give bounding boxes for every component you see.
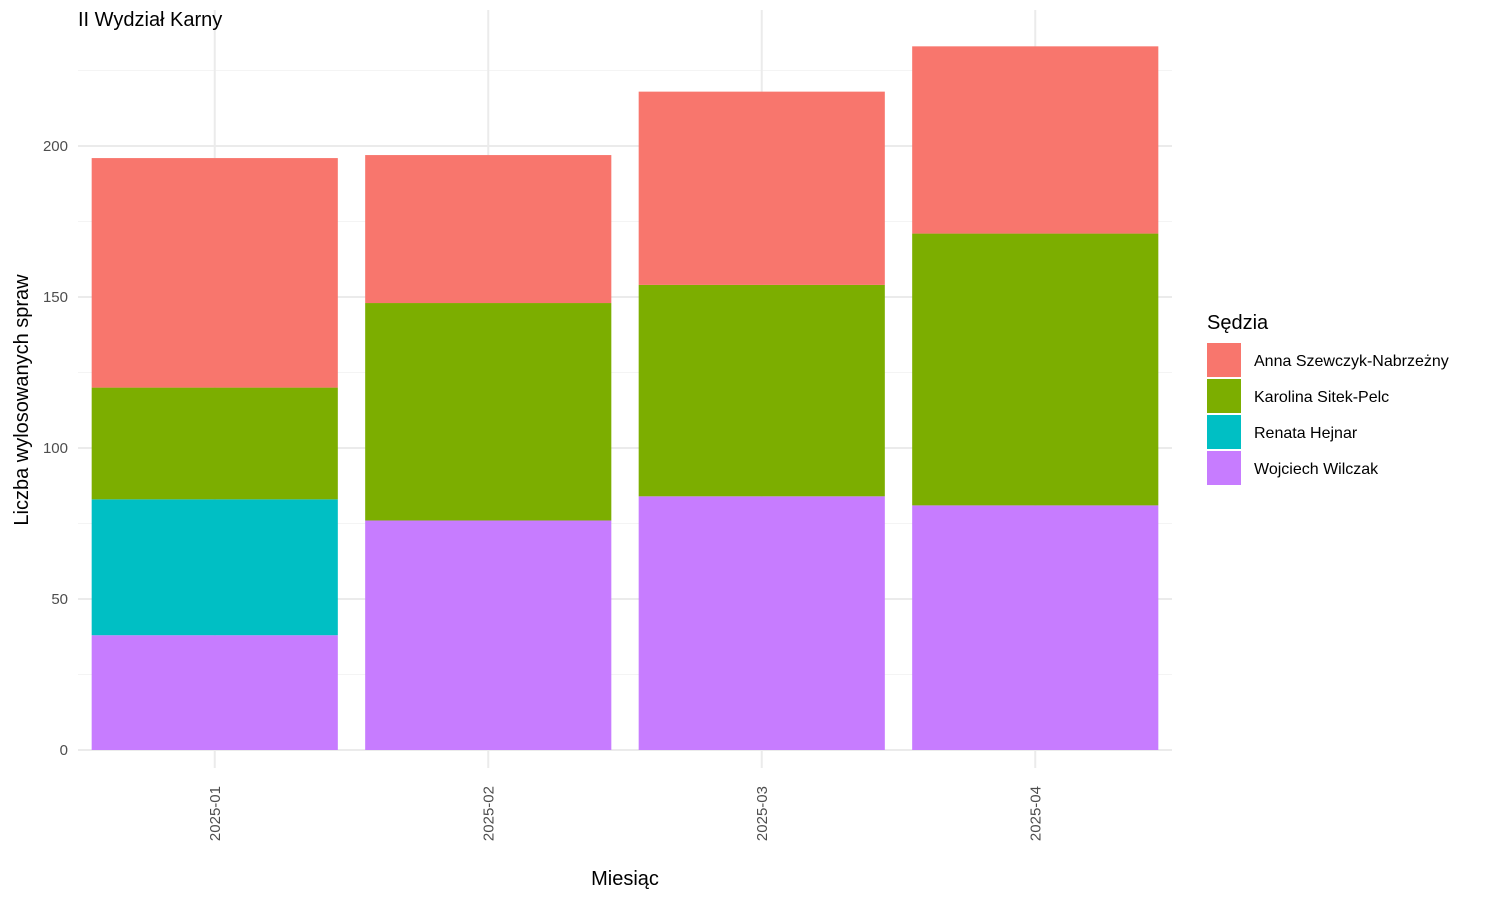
legend-swatch: [1207, 451, 1241, 485]
legend-label: Wojciech Wilczak: [1254, 461, 1379, 478]
bar-segment: [91, 499, 338, 636]
bar-segment: [912, 233, 1159, 506]
legend-title: Sędzia: [1207, 312, 1269, 334]
y-axis-ticks: 0 50 100 150 200: [43, 138, 68, 759]
x-axis-title: Miesiąc: [591, 868, 659, 890]
bar-segment: [638, 284, 885, 497]
bar-segment: [638, 91, 885, 285]
legend-swatch: [1207, 415, 1241, 449]
bar-segment: [91, 635, 338, 750]
y-tick-label: 50: [51, 591, 68, 608]
x-tick-label: 2025-02: [480, 786, 497, 841]
legend-swatch: [1207, 379, 1241, 413]
x-tick-label: 2025-01: [207, 786, 224, 841]
legend-label: Renata Hejnar: [1254, 425, 1358, 442]
legend: Sędzia Anna Szewczyk-Nabrzeżny Karolina S…: [1207, 312, 1449, 485]
legend-label: Anna Szewczyk-Nabrzeżny: [1254, 353, 1449, 370]
bar-segment: [91, 387, 338, 500]
y-axis-title: Liczba wylosowanych spraw: [11, 274, 33, 526]
y-tick-label: 150: [43, 289, 68, 306]
y-tick-label: 0: [60, 742, 68, 759]
y-tick-label: 100: [43, 440, 68, 457]
legend-swatch: [1207, 343, 1241, 377]
bar-segment: [91, 158, 338, 388]
bar-segment: [365, 303, 612, 521]
bars: [91, 46, 1159, 750]
bar-segment: [638, 496, 885, 750]
x-tick-label: 2025-04: [1027, 786, 1044, 841]
bar-segment: [912, 505, 1159, 750]
bar-segment: [912, 46, 1159, 234]
y-tick-label: 200: [43, 138, 68, 155]
bar-segment: [365, 155, 612, 304]
legend-label: Karolina Sitek-Pelc: [1254, 389, 1389, 406]
x-tick-label: 2025-03: [754, 786, 771, 841]
chart-title: II Wydział Karny: [78, 9, 222, 31]
bar-segment: [365, 520, 612, 750]
x-axis-ticks: 2025-01 2025-02 2025-03 2025-04: [207, 786, 1045, 841]
